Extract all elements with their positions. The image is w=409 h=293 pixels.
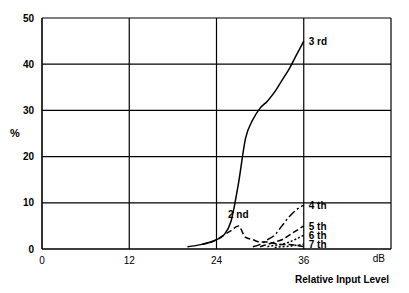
svg-text:4 th: 4 th bbox=[309, 200, 327, 211]
svg-text:20: 20 bbox=[23, 151, 35, 162]
svg-text:3 rd: 3 rd bbox=[309, 36, 327, 47]
svg-text:dB: dB bbox=[373, 253, 386, 264]
svg-text:40: 40 bbox=[23, 59, 35, 70]
svg-text:36: 36 bbox=[298, 255, 310, 266]
svg-text:6 th: 6 th bbox=[308, 230, 327, 242]
svg-text:10: 10 bbox=[23, 197, 35, 208]
svg-text:24: 24 bbox=[211, 255, 223, 266]
svg-text:30: 30 bbox=[23, 105, 35, 116]
svg-text:12: 12 bbox=[124, 255, 136, 266]
svg-text:%: % bbox=[10, 127, 20, 139]
svg-text:Relative Input Level: Relative Input Level bbox=[295, 274, 389, 285]
svg-text:7 th: 7 th bbox=[309, 239, 327, 250]
svg-text:0: 0 bbox=[39, 255, 45, 266]
svg-text:50: 50 bbox=[23, 13, 35, 24]
svg-text:2 nd: 2 nd bbox=[228, 209, 249, 220]
svg-text:5 th: 5 th bbox=[308, 220, 327, 232]
svg-text:0: 0 bbox=[28, 244, 34, 255]
